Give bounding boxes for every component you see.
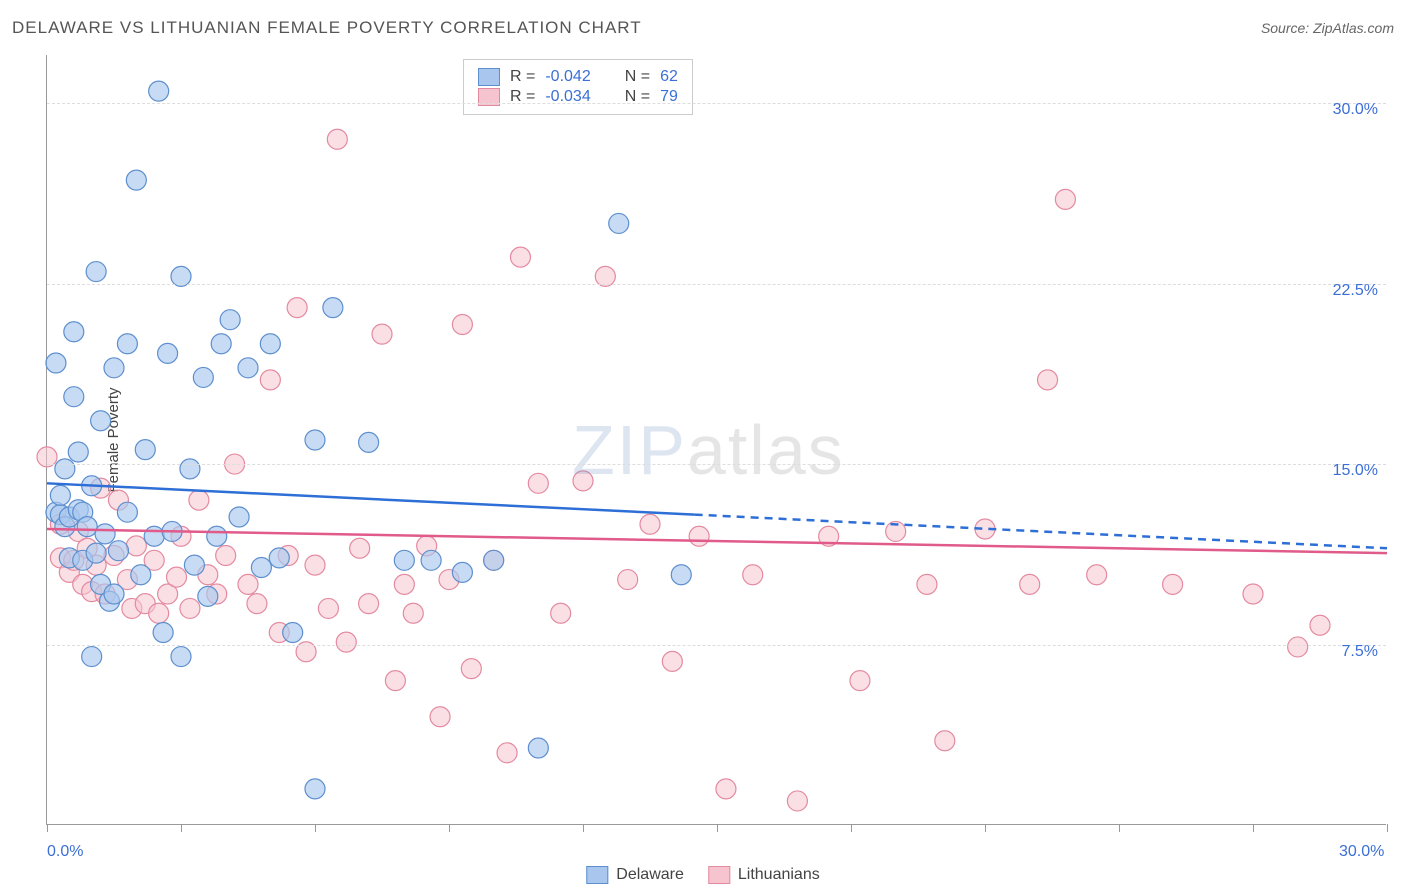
scatter-plot bbox=[47, 55, 1386, 824]
n-value: 62 bbox=[660, 68, 678, 86]
legend-swatch bbox=[708, 866, 730, 884]
source-attribution: Source: ZipAtlas.com bbox=[1261, 20, 1394, 36]
y-tick-label: 22.5% bbox=[1333, 282, 1378, 300]
y-tick-label: 30.0% bbox=[1333, 101, 1378, 119]
x-tick-label: 30.0% bbox=[1339, 843, 1384, 861]
legend-swatch bbox=[478, 68, 500, 86]
y-tick-label: 7.5% bbox=[1342, 643, 1378, 661]
correlation-legend: R =-0.042N =62R =-0.034N =79 bbox=[463, 59, 693, 115]
r-label: R = bbox=[510, 68, 535, 86]
n-label: N = bbox=[625, 68, 650, 86]
plot-region: Female Poverty ZIPatlas R =-0.042N =62R … bbox=[46, 55, 1386, 825]
legend-label: Lithuanians bbox=[738, 866, 820, 884]
legend-label: Delaware bbox=[616, 866, 684, 884]
legend-swatch bbox=[586, 866, 608, 884]
y-tick-label: 15.0% bbox=[1333, 462, 1378, 480]
chart-title: DELAWARE VS LITHUANIAN FEMALE POVERTY CO… bbox=[12, 18, 642, 38]
x-tick-label: 0.0% bbox=[47, 843, 83, 861]
r-value: -0.042 bbox=[545, 68, 590, 86]
bottom-legend: Delaware Lithuanians bbox=[586, 866, 819, 884]
